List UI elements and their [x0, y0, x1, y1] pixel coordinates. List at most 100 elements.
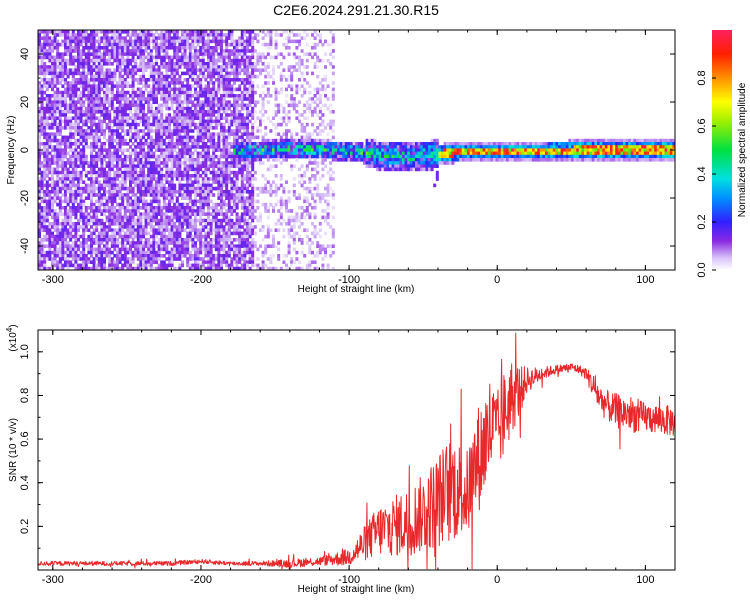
heatmap-cell [233, 183, 236, 188]
heatmap-cell [129, 260, 132, 264]
heatmap-cell [186, 119, 190, 124]
heatmap-cell [165, 87, 169, 92]
heatmap-cell [165, 151, 169, 156]
heatmap-cell [201, 42, 205, 47]
chart-title: C2E6.2024.291.21.30.R15 [273, 2, 439, 18]
heatmap-cell [108, 190, 112, 194]
heatmap-cell [79, 49, 83, 53]
heatmap-cell [87, 218, 91, 223]
heatmap-cell [74, 65, 78, 69]
heatmap-cell [227, 193, 231, 197]
heatmap-cell [121, 106, 125, 111]
heatmap-cell [111, 270, 114, 274]
heatmap-cell [173, 202, 177, 207]
heatmap-cell [181, 202, 184, 207]
heatmap-cell [149, 202, 153, 207]
heatmap-cell [61, 151, 65, 156]
heatmap-cell [79, 225, 83, 229]
heatmap-cell [43, 263, 47, 268]
heatmap-cell [92, 145, 96, 149]
heatmap-cell [121, 170, 125, 175]
heatmap-cell [186, 234, 190, 239]
heatmap-cell [64, 116, 67, 120]
heatmap-cell [136, 39, 140, 44]
heatmap-cell [225, 164, 229, 168]
heatmap-cell [171, 270, 174, 274]
heatmap-cell [230, 110, 234, 114]
heatmap-cell [162, 119, 166, 124]
heatmap-cell [116, 215, 119, 220]
heatmap-cell [131, 58, 135, 63]
heatmap-cell [238, 52, 242, 56]
heatmap-cell [97, 247, 101, 252]
heatmap-cell [103, 36, 106, 40]
heatmap-cell [194, 228, 197, 232]
heatmap-cell [240, 42, 244, 47]
heatmap-cell [45, 202, 49, 207]
heatmap-cell [181, 186, 184, 191]
heatmap-cell [194, 167, 197, 172]
heatmap-cell [144, 190, 148, 194]
heatmap-cell [147, 103, 151, 108]
heatmap-cell [144, 126, 148, 130]
heatmap-cell [165, 250, 169, 255]
heatmap-cell [136, 78, 140, 82]
heatmap-cell [194, 244, 197, 248]
heatmap-cell [196, 33, 200, 37]
heatmap-cell [118, 206, 122, 210]
heatmap-cell [165, 215, 169, 220]
heatmap-cell [144, 39, 148, 44]
heatmap-cell [134, 138, 138, 143]
heatmap-cell [116, 65, 119, 69]
heatmap-cell [181, 106, 184, 111]
heatmap-cell [149, 106, 153, 111]
heatmap-cell [71, 199, 75, 204]
heatmap-cell [118, 225, 122, 229]
heatmap-cell [230, 247, 234, 252]
heatmap-cell [227, 62, 231, 66]
heatmap-cell [87, 257, 91, 261]
heatmap-cell [217, 260, 221, 264]
heatmap-cell [191, 241, 195, 245]
heatmap-cell [90, 135, 93, 140]
heatmap-cell [121, 68, 125, 72]
heatmap-cell [53, 222, 57, 226]
heatmap-cell [48, 42, 52, 47]
heatmap-cell [214, 202, 218, 207]
heatmap-cell [108, 138, 112, 143]
heatmap-cell [100, 65, 104, 69]
heatmap-cell [121, 126, 125, 130]
heatmap-cell [183, 145, 187, 149]
heatmap-cell [74, 116, 78, 120]
heatmap-cell [45, 119, 49, 124]
heatmap-cell [212, 103, 216, 108]
heatmap-cell [51, 177, 54, 181]
heatmap-cell [51, 231, 54, 236]
heatmap-cell [152, 33, 156, 37]
heatmap-cell [43, 74, 47, 79]
heatmap-cell [230, 225, 234, 229]
heatmap-cell [157, 148, 161, 152]
heatmap-cell [69, 161, 73, 165]
heatmap-cell [136, 116, 140, 120]
heatmap-cell [84, 254, 88, 258]
heatmap-cell [149, 62, 153, 66]
heatmap-cell [45, 158, 49, 162]
heatmap-cell [45, 244, 49, 248]
heatmap-cell [48, 154, 52, 159]
heatmap-cell [82, 36, 86, 40]
heatmap-cell [77, 94, 80, 98]
heatmap-cell [170, 170, 174, 175]
heatmap-cell [129, 202, 132, 207]
heatmap-cell [162, 254, 166, 258]
heatmap-cell [87, 94, 91, 98]
heatmap-cell [131, 74, 135, 79]
heatmap-cell [66, 94, 70, 98]
heatmap-cell [144, 215, 148, 220]
heatmap-cell [77, 33, 80, 37]
heatmap-cell [90, 90, 93, 95]
heatmap-cell [38, 186, 41, 191]
heatmap-cell [129, 161, 132, 165]
heatmap-cell [123, 71, 127, 76]
heatmap-cell [183, 209, 187, 213]
